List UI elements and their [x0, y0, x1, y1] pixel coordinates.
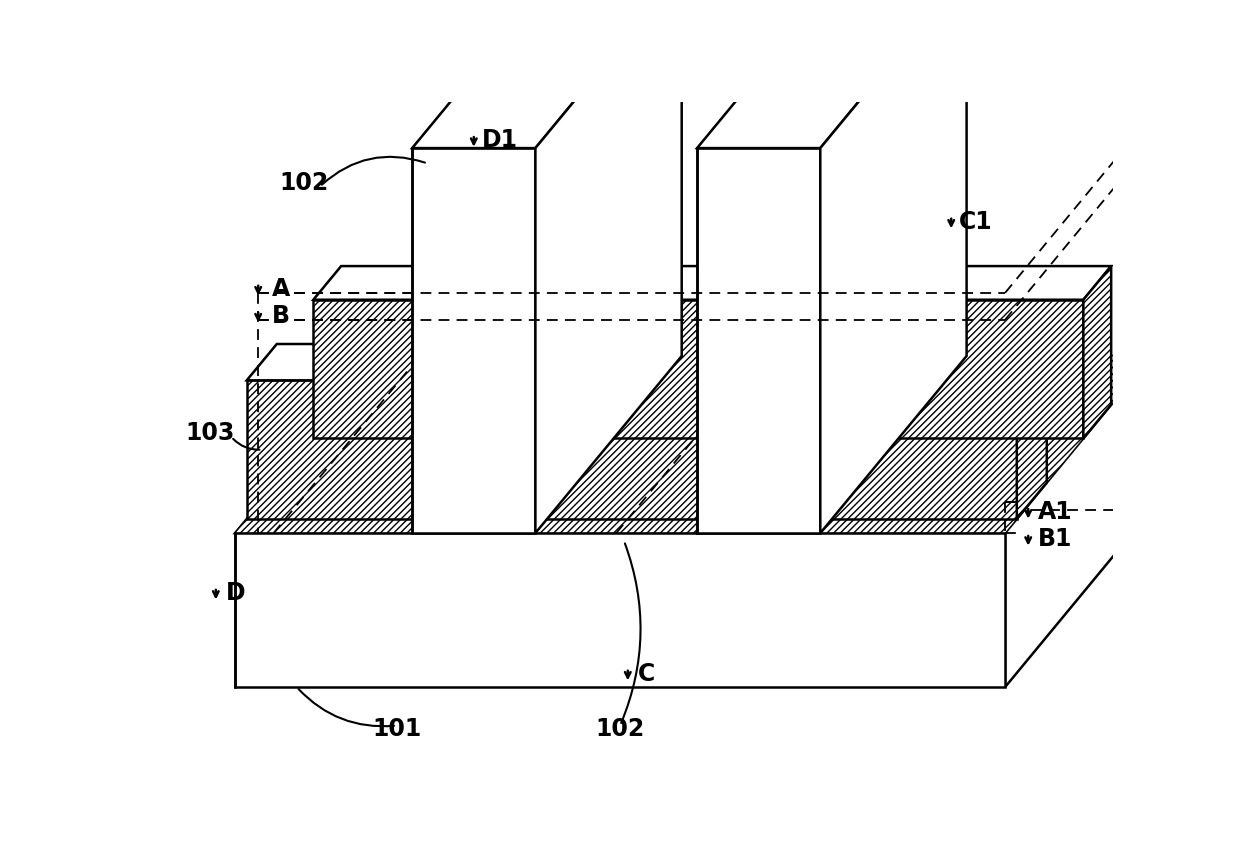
Text: C: C: [637, 662, 655, 686]
Polygon shape: [236, 356, 1152, 533]
Text: B: B: [272, 304, 290, 328]
Polygon shape: [236, 533, 1006, 687]
Polygon shape: [412, 148, 536, 533]
Text: D1: D1: [481, 128, 517, 152]
Text: 103: 103: [186, 421, 236, 445]
Polygon shape: [1084, 266, 1111, 438]
Text: A: A: [272, 277, 290, 301]
Polygon shape: [821, 0, 967, 533]
Text: B1: B1: [1038, 527, 1073, 551]
Polygon shape: [314, 266, 1111, 300]
Polygon shape: [536, 356, 843, 533]
Text: 101: 101: [372, 717, 422, 741]
Text: C1: C1: [959, 210, 992, 234]
Polygon shape: [247, 344, 1047, 380]
Polygon shape: [697, 148, 821, 533]
Polygon shape: [1017, 344, 1047, 519]
Polygon shape: [412, 0, 682, 148]
Text: A1: A1: [1038, 500, 1073, 525]
Polygon shape: [236, 356, 558, 533]
Polygon shape: [314, 300, 1084, 438]
Text: 102: 102: [280, 171, 329, 194]
Text: 102: 102: [595, 717, 645, 741]
Polygon shape: [821, 356, 1152, 533]
Text: D: D: [226, 581, 246, 605]
Polygon shape: [536, 0, 682, 533]
Polygon shape: [247, 380, 1017, 519]
Polygon shape: [1006, 356, 1152, 687]
Polygon shape: [697, 0, 967, 148]
